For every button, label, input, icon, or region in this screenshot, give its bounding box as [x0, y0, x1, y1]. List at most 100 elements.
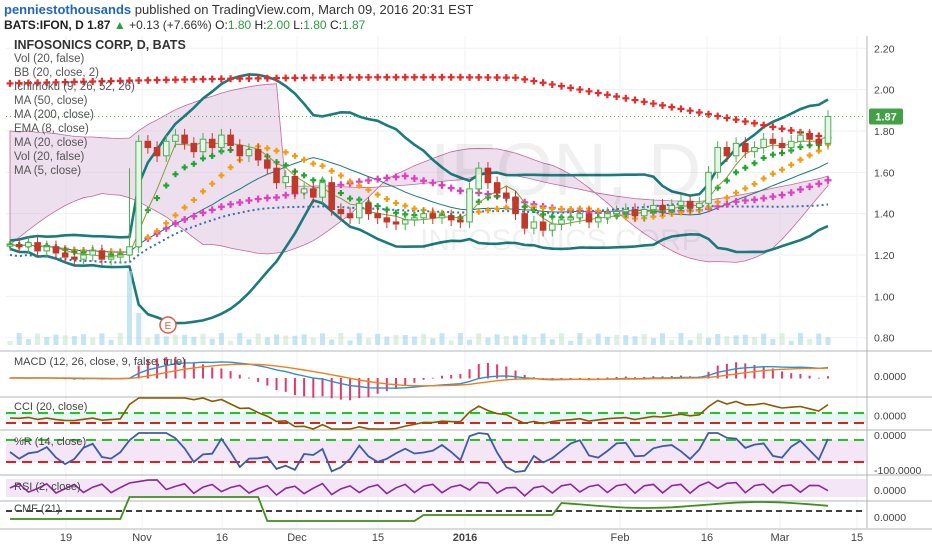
candle-body	[98, 250, 106, 260]
ma20-marker	[291, 152, 298, 159]
macd-histogram-bar	[422, 378, 425, 380]
high-label: H:	[254, 18, 267, 32]
ma200-marker	[557, 82, 565, 90]
volume-bar	[742, 334, 748, 345]
volume-bar	[384, 336, 390, 345]
ma50-marker	[420, 177, 428, 185]
ma200-marker	[199, 75, 207, 83]
volume-bar	[292, 335, 298, 345]
macd-histogram-bar	[735, 362, 738, 379]
ma200-marker	[723, 114, 731, 122]
price-chart[interactable]: 0.0000 0.0000 0.0000 -100.0000 0.00000.0000 …	[0, 34, 932, 550]
x-tick-label: Feb	[611, 532, 630, 544]
ema8-marker	[301, 172, 308, 179]
volume-bar	[338, 333, 344, 345]
volume-bar	[513, 335, 519, 345]
legend-item[interactable]: MA (5, close)	[14, 165, 82, 177]
legend-item[interactable]: EMA (8, close)	[14, 123, 89, 135]
legend-item[interactable]: MA (200, close)	[14, 109, 94, 121]
macd-histogram-bar	[817, 377, 820, 379]
williams-r-line	[9, 432, 829, 473]
macd-histogram-bar	[496, 364, 499, 379]
x-tick-label: 15	[372, 532, 384, 544]
candle-body	[199, 138, 207, 153]
cmf-pane-title[interactable]: CMF (21)	[14, 503, 61, 515]
legend-item[interactable]: Vol (20, false)	[14, 53, 85, 65]
volume-bar	[99, 333, 105, 345]
ma20-marker	[484, 207, 491, 214]
macd-histogram-bar	[486, 362, 489, 379]
legend-item[interactable]: MA (20, close)	[14, 137, 88, 149]
ma50-marker	[171, 219, 179, 227]
ma200-marker	[649, 100, 657, 108]
candle-body	[824, 116, 832, 144]
ma50-marker	[374, 175, 382, 183]
ma50-marker	[769, 193, 777, 201]
legend-item[interactable]: Vol (20, false)	[14, 151, 85, 163]
candle-body	[659, 204, 666, 211]
ma200-marker	[89, 77, 97, 85]
macd-histogram-bar	[431, 377, 434, 379]
volume-bar	[274, 334, 280, 345]
candle-body	[245, 149, 253, 157]
ma200-marker	[668, 103, 676, 111]
candle-body	[594, 217, 602, 223]
candle-body	[25, 242, 32, 248]
ma20-marker	[503, 204, 510, 211]
candle-body	[355, 202, 363, 219]
ma50-marker	[273, 193, 281, 201]
ema8-marker	[751, 160, 758, 167]
ma20-marker	[144, 234, 151, 241]
ma50-marker	[383, 174, 391, 182]
volume-bar	[172, 335, 178, 345]
macd-histogram-bar	[284, 378, 287, 392]
volume-bar	[255, 333, 261, 345]
ma200-marker	[787, 127, 795, 135]
last-price: 1.87	[87, 18, 111, 32]
ma50-marker	[217, 203, 225, 211]
macd-pane-title[interactable]: MACD (12, 26, close, 9, false, true)	[14, 356, 186, 368]
earnings-marker-label: E	[165, 321, 172, 332]
macd-histogram-bar	[312, 378, 315, 398]
rsi-pane-title[interactable]: RSI (2, close)	[14, 481, 81, 493]
volume-bar	[641, 334, 647, 345]
volume-bar	[191, 336, 197, 345]
candle-body	[705, 171, 712, 204]
ma50-marker	[401, 172, 409, 180]
williams-pane-title[interactable]: %R (14, close)	[14, 436, 87, 448]
legend-item[interactable]: Ichimoku (9, 26, 52, 26)	[14, 81, 135, 93]
close-value: 1.87	[341, 18, 366, 32]
ma50-marker	[282, 191, 290, 199]
symbol-watermark: IFON, D	[430, 128, 701, 211]
ma50-marker	[723, 200, 731, 208]
volume-bar	[108, 339, 114, 345]
ma20-marker	[319, 162, 326, 169]
candle-body	[208, 138, 216, 149]
ichimoku-cloud	[9, 83, 829, 263]
candle-body	[604, 213, 611, 219]
ma50-marker	[750, 196, 758, 204]
ma50-marker	[227, 200, 235, 208]
candle-body	[181, 134, 188, 144]
legend-item[interactable]: BB (20, close, 2)	[14, 67, 100, 79]
candle-body	[778, 142, 786, 149]
cci-pane-title[interactable]: CCI (20, close)	[14, 401, 88, 413]
ma20-marker	[797, 156, 804, 163]
candle-body	[622, 209, 630, 213]
candle-body	[521, 213, 528, 229]
ma200-marker	[659, 101, 667, 109]
macd-histogram-bar	[762, 366, 765, 379]
volume-bar	[660, 333, 666, 345]
legend-item[interactable]: MA (50, close)	[14, 95, 88, 107]
author-link[interactable]: penniestothousands	[4, 2, 132, 17]
ma20-marker	[475, 208, 482, 215]
ema8-marker	[769, 151, 776, 158]
ma200-marker	[475, 73, 483, 81]
macd-histogram-bar	[633, 377, 636, 379]
volume-bar	[264, 337, 270, 345]
macd-histogram-bar	[781, 371, 784, 379]
symbol-label: BATS:IFON, D	[4, 18, 84, 32]
ma50-marker	[410, 175, 418, 183]
candle-body	[447, 215, 455, 221]
open-value: 1.80	[227, 18, 252, 32]
